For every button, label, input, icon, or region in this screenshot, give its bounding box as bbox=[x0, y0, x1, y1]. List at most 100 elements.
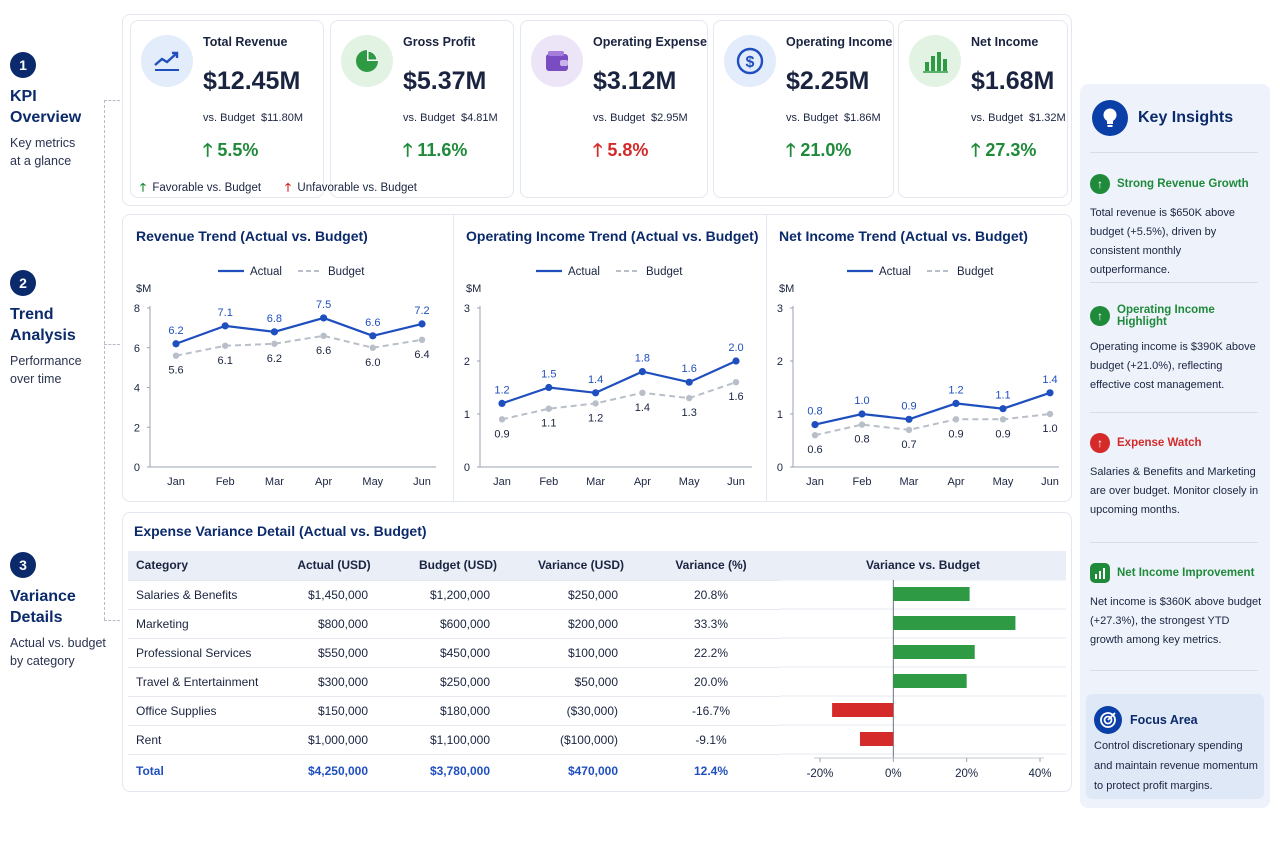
y-tick-label: 4 bbox=[134, 383, 140, 395]
x-tick-label: Feb bbox=[853, 476, 872, 488]
step-title: KPI Overview bbox=[10, 88, 82, 126]
budget-data-label: 0.7 bbox=[901, 439, 916, 451]
bar-chart-icon bbox=[909, 35, 961, 87]
table-cell: $150,000 bbox=[272, 695, 396, 725]
chart-divider bbox=[453, 214, 454, 502]
actual-point bbox=[221, 322, 229, 330]
actual-data-label: 1.8 bbox=[635, 353, 650, 365]
insight-body: Total revenue is $650K above budget (+5.… bbox=[1090, 207, 1235, 276]
budget-data-label: 1.4 bbox=[635, 402, 650, 414]
insight-body: Salaries & Benefits and Marketing are ov… bbox=[1090, 466, 1259, 516]
table-row: Travel & Entertainment $300,000 $250,000 $5… bbox=[128, 666, 780, 696]
kpi-card-net-income[interactable]: Net Income $1.68M vs. Budget $1.32M 🡑 27.… bbox=[898, 20, 1068, 198]
kpi-value: $5.37M bbox=[403, 67, 487, 95]
budget-point bbox=[686, 394, 693, 402]
net-income-trend-chart: Actual Budget $M 0 1 2 3 Jan Feb Mar Apr May Jun 0.6 0… bbox=[777, 266, 1059, 488]
budget-point bbox=[858, 421, 866, 428]
kpi-change: 🡑 21.0% bbox=[786, 140, 852, 160]
chart-divider bbox=[766, 214, 767, 502]
x-tick-label: 0% bbox=[885, 768, 902, 780]
legend-favorable: 🡑 Favorable vs. Budget bbox=[140, 182, 262, 194]
table-cell: $1,450,000 bbox=[272, 579, 396, 609]
actual-point bbox=[320, 314, 328, 322]
y-tick-label: 2 bbox=[777, 356, 783, 368]
table-cell: Total bbox=[128, 753, 272, 788]
budget-point bbox=[811, 432, 819, 439]
legend-unfavorable: 🡑 Unfavorable vs. Budget bbox=[285, 182, 417, 194]
kpi-budget: vs. Budget $11.80M bbox=[203, 112, 303, 124]
kpi-card-operating-income[interactable]: $ Operating Income $2.25M vs. Budget $1.8… bbox=[713, 20, 894, 198]
table-header-row: Category Actual (USD) Budget (USD) Varia… bbox=[128, 551, 780, 580]
table-cell: $300,000 bbox=[272, 666, 396, 696]
variance-title: Expense Variance Detail (Actual vs. Budg… bbox=[134, 523, 427, 539]
insight-item: Net Income Improvement Net income is $36… bbox=[1090, 563, 1262, 650]
wallet-icon bbox=[531, 35, 583, 87]
actual-data-label: 0.9 bbox=[901, 400, 916, 412]
actual-point bbox=[858, 410, 866, 418]
column-header: Variance (%) bbox=[642, 551, 780, 580]
lightbulb-icon bbox=[1092, 100, 1128, 136]
insight-item: ↑ Expense Watch Salaries & Benefits and M… bbox=[1090, 433, 1262, 520]
budget-data-label: 0.9 bbox=[995, 428, 1010, 440]
revenue-trend-chart: Actual Budget $M 0 2 4 6 8 Jan Feb Mar Apr May Jun 5.6… bbox=[134, 266, 436, 488]
actual-data-label: 7.1 bbox=[218, 307, 233, 319]
insight-item: ↑ Strong Revenue Growth Total revenue is … bbox=[1090, 174, 1262, 280]
insight-title: Strong Revenue Growth bbox=[1117, 178, 1249, 190]
kpi-card-operating-expense[interactable]: Operating Expense $3.12M vs. Budget $2.95… bbox=[520, 20, 708, 198]
y-tick-label: 2 bbox=[464, 356, 470, 368]
actual-series-line bbox=[814, 391, 1051, 426]
variance-bar bbox=[893, 587, 970, 601]
kpi-budget: vs. Budget $1.32M bbox=[971, 112, 1066, 124]
budget-data-label: 1.6 bbox=[728, 391, 743, 403]
kpi-value: $3.12M bbox=[593, 67, 677, 95]
actual-point bbox=[1046, 389, 1054, 397]
budget-point bbox=[222, 342, 229, 349]
budget-data-label: 1.2 bbox=[588, 412, 603, 424]
actual-point bbox=[498, 399, 506, 407]
x-tick-label: Jun bbox=[1041, 476, 1059, 488]
x-tick-label: Apr bbox=[315, 476, 332, 488]
table-cell: $1,100,000 bbox=[396, 724, 520, 754]
kpi-change: 🡑 5.5% bbox=[203, 140, 259, 160]
actual-point bbox=[638, 368, 646, 376]
legend-label: Actual bbox=[879, 266, 911, 278]
divider bbox=[1090, 152, 1258, 153]
target-icon bbox=[1094, 706, 1122, 734]
x-tick-label: 20% bbox=[955, 768, 978, 780]
x-tick-label: May bbox=[362, 476, 383, 488]
table-cell: Office Supplies bbox=[128, 695, 272, 725]
insight-item: ↑ Operating Income Highlight Operating in… bbox=[1090, 304, 1262, 395]
variance-bar bbox=[832, 703, 894, 717]
budget-data-label: 6.1 bbox=[218, 355, 233, 367]
legend-label: Budget bbox=[957, 266, 994, 278]
budget-point bbox=[639, 389, 646, 396]
actual-data-label: 1.0 bbox=[854, 395, 869, 407]
y-tick-label: 3 bbox=[777, 303, 783, 315]
table-cell: $200,000 bbox=[520, 608, 642, 638]
divider bbox=[1090, 542, 1258, 543]
budget-point bbox=[905, 426, 913, 434]
table-cell: $50,000 bbox=[520, 666, 642, 696]
chart-title: Net Income Trend (Actual vs. Budget) bbox=[779, 228, 1028, 244]
actual-data-label: 6.8 bbox=[267, 313, 282, 325]
x-tick-label: Feb bbox=[216, 476, 235, 488]
budget-data-label: 0.8 bbox=[854, 434, 869, 446]
column-header: Category bbox=[128, 551, 272, 580]
actual-data-label: 2.0 bbox=[728, 342, 743, 354]
step-subtitle: Performance over time bbox=[10, 354, 82, 386]
arrow-up-icon: 🡑 bbox=[203, 140, 213, 160]
y-axis-label: $M bbox=[136, 283, 151, 295]
variance-bar bbox=[893, 616, 1016, 630]
x-tick-label: -20% bbox=[807, 768, 834, 780]
step-number: 2 bbox=[10, 270, 36, 296]
x-tick-label: Jan bbox=[806, 476, 824, 488]
actual-data-label: 6.2 bbox=[168, 325, 183, 337]
legend-label: Actual bbox=[568, 266, 600, 278]
y-tick-label: 3 bbox=[464, 303, 470, 315]
table-cell: -9.1% bbox=[642, 724, 780, 754]
table-cell: Salaries & Benefits bbox=[128, 579, 272, 609]
table-cell: 12.4% bbox=[642, 753, 780, 788]
y-axis-label: $M bbox=[466, 283, 481, 295]
kpi-card-total-revenue[interactable]: Total Revenue $12.45M vs. Budget $11.80M … bbox=[130, 20, 324, 198]
kpi-card-gross-profit[interactable]: Gross Profit $5.37M vs. Budget $4.81M 🡑 1… bbox=[330, 20, 514, 198]
